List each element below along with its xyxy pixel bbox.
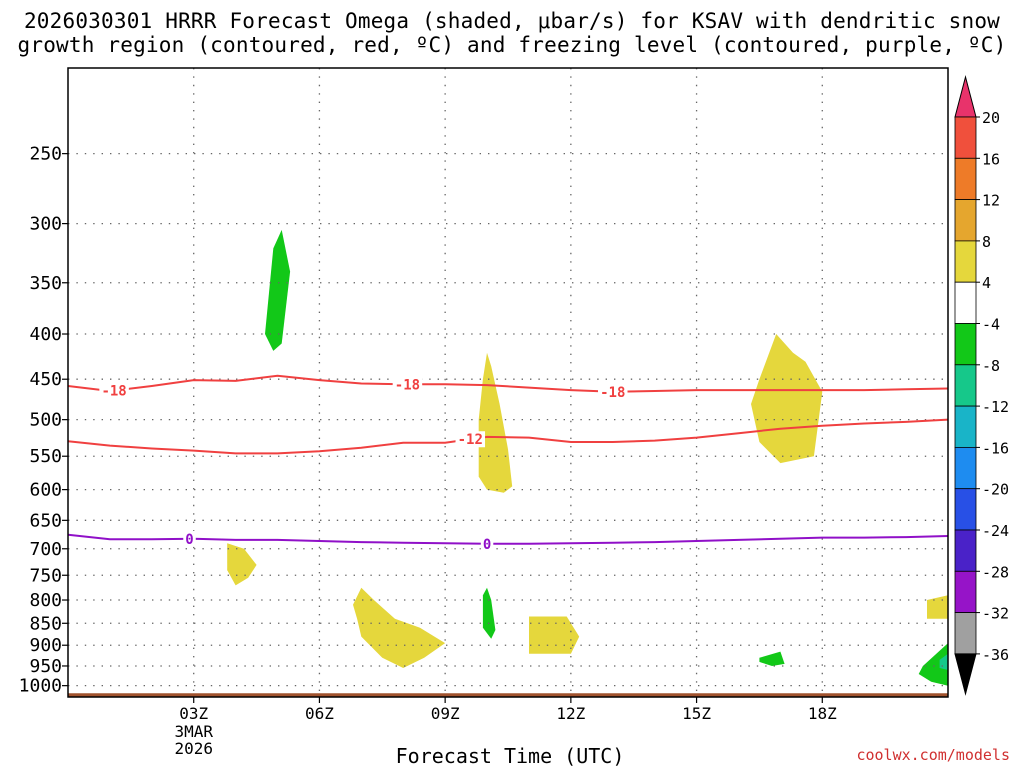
y-tick-label: 550 (29, 446, 62, 467)
y-tick-label: 500 (29, 410, 62, 431)
y-tick-label: 300 (29, 214, 62, 235)
colorbar-segment (954, 488, 977, 531)
chart-title-line1: 2026030301 HRRR Forecast Omega (shaded, … (23, 9, 1001, 33)
x-tick-label: 15Z (682, 704, 711, 723)
colorbar-segment (954, 529, 977, 572)
y-tick-label: 1000 (19, 676, 62, 697)
colorbar-segment (954, 364, 977, 407)
contour-label: -18 (101, 383, 126, 399)
contour-line-m18 (68, 374, 948, 393)
plot-frame (67, 67, 949, 698)
omega-region (751, 334, 823, 464)
y-tick-label: 950 (29, 656, 62, 677)
colorbar-label: 12 (982, 192, 1000, 210)
contour-label: -12 (458, 432, 483, 448)
y-tick-label: 450 (29, 369, 62, 390)
omega-region (759, 651, 785, 666)
contour-label: -18 (395, 377, 420, 393)
contour-line-m12 (68, 418, 948, 455)
colorbar-segment (954, 446, 977, 490)
colorbar-segment (954, 240, 977, 283)
contour-label-bg (598, 383, 628, 400)
contour-label: 0 (185, 532, 193, 548)
colorbar-segment (954, 281, 977, 324)
x-tick-label: 09Z (431, 704, 460, 723)
omega-region (478, 352, 513, 493)
y-tick-label: 250 (29, 144, 62, 165)
colorbar-label: 16 (982, 150, 1000, 168)
colorbar-label: -16 (982, 439, 1009, 457)
y-tick-label: 750 (29, 565, 62, 586)
y-tick-label: 650 (29, 510, 62, 531)
colorbar-label: 4 (982, 274, 991, 292)
contour-line-0 (68, 533, 948, 545)
x-date-label: 3MAR (174, 722, 213, 741)
omega-region (918, 643, 948, 686)
x-date-label: 2026 (174, 739, 213, 758)
y-tick-label: 700 (29, 539, 62, 560)
colorbar-arrow-top (954, 75, 977, 118)
x-tick-label: 18Z (808, 704, 837, 723)
x-tick-label: 12Z (556, 704, 585, 723)
x-tick-label: 03Z (179, 704, 208, 723)
contour-label: -18 (600, 385, 625, 401)
colorbar-label: 20 (982, 109, 1000, 127)
x-axis-label: Forecast Time (UTC) (395, 744, 625, 768)
plot-area: -18 -18 -18 -12 0 0 (68, 68, 948, 697)
omega-region (529, 616, 580, 654)
colorbar-segment (954, 612, 977, 655)
colorbar-arrow-bottom (954, 653, 977, 696)
omega-region (482, 587, 496, 639)
contour-label-bg (183, 530, 196, 547)
y-tick-label: 400 (29, 324, 62, 345)
colorbar-segment (954, 199, 977, 242)
contour-label-bg (455, 431, 486, 448)
y-tick-label: 350 (29, 273, 62, 294)
contour-label-bg (392, 376, 423, 393)
y-tick-label: 800 (29, 590, 62, 611)
x-tick-label: 06Z (305, 704, 334, 723)
colorbar-label: -8 (982, 357, 1000, 375)
colorbar-label: -20 (982, 481, 1009, 499)
colorbar-segment (954, 405, 977, 448)
omega-region (927, 595, 948, 619)
y-tick-label: 900 (29, 635, 62, 656)
omega-region (227, 543, 257, 586)
contour-label-bg (99, 382, 129, 399)
colorbar-label: -4 (982, 316, 1000, 334)
omega-region (265, 229, 291, 351)
colorbar-label: 8 (982, 233, 991, 251)
colorbar-label: -28 (982, 563, 1009, 581)
contour-label-bg (480, 535, 494, 552)
y-tick-label: 600 (29, 480, 62, 501)
colorbar-segment (954, 570, 977, 613)
colorbar-label: -24 (982, 522, 1009, 540)
colorbar-segment (954, 157, 977, 201)
ground-bar (68, 693, 948, 697)
y-tick-label: 850 (29, 613, 62, 634)
colorbar-label: -12 (982, 398, 1009, 416)
chart-title-line2: growth region (contoured, red, ºC) and f… (17, 33, 1007, 57)
colorbar-segment (954, 116, 977, 159)
colorbar-segment (954, 323, 977, 366)
contour-label: 0 (483, 537, 491, 553)
colorbar-label: -32 (982, 605, 1009, 623)
site-credit: coolwx.com/models (856, 746, 1010, 764)
colorbar-label: -36 (982, 646, 1009, 664)
omega-region (353, 587, 446, 668)
